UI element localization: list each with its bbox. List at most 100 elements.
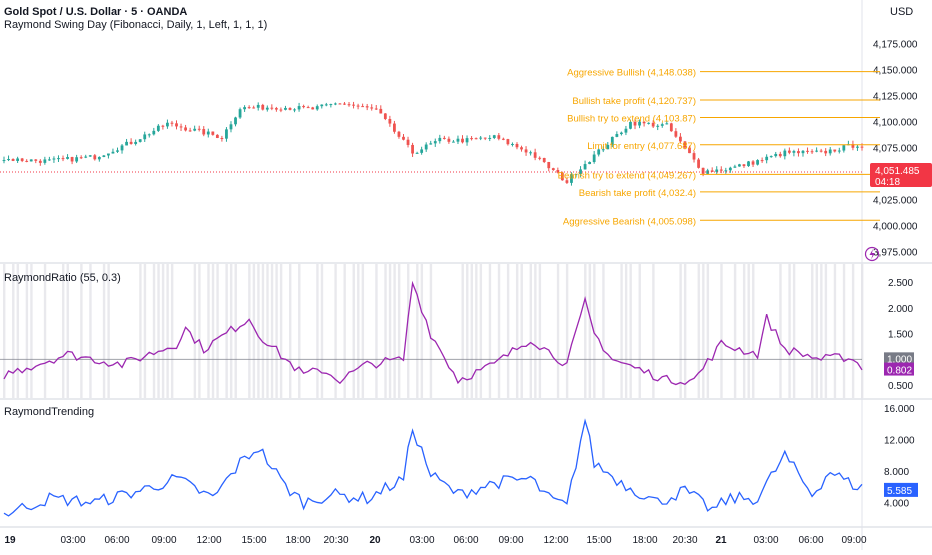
ratio-shade-bar — [157, 264, 160, 398]
ratio-shade-bar — [289, 264, 292, 398]
candle-body — [184, 127, 187, 131]
candle-body — [574, 174, 578, 176]
indicator-legend[interactable]: Raymond Swing Day (Fibonacci, Daily, 1, … — [4, 19, 268, 31]
ratio-shade-bar — [16, 264, 20, 398]
ratio-shade-bar — [602, 264, 605, 398]
ratio-shade-bar — [316, 264, 319, 398]
candle-body — [542, 157, 546, 163]
candle-body — [429, 143, 433, 145]
ratio-current-value: 0.802 — [887, 366, 912, 377]
x-axis-tick: 03:00 — [60, 535, 85, 546]
candle-body — [560, 172, 564, 181]
candle-body — [306, 107, 310, 109]
candle-body — [388, 118, 392, 124]
candle-body — [488, 137, 492, 139]
candle-body — [842, 145, 846, 151]
ratio-shade-bar — [102, 264, 106, 398]
ratio-shade-bar — [80, 264, 83, 398]
ratio-shade-bar — [706, 264, 710, 398]
candle-body — [47, 159, 51, 161]
symbol-title[interactable]: Gold Spot / U.S. Dollar · 5 · OANDA — [4, 6, 188, 18]
candle-body — [356, 105, 360, 107]
candle-body — [747, 161, 750, 167]
ratio-shade-bar — [257, 264, 260, 398]
candle-body — [833, 149, 837, 152]
candle-body — [692, 153, 696, 160]
candle-body — [474, 138, 478, 140]
ratio-shade-bar — [357, 264, 360, 398]
candle-body — [606, 144, 610, 150]
candle-body — [411, 144, 414, 154]
ratio-shade-bar — [556, 264, 560, 398]
level-label: Bullish try to extend (4,103.87) — [567, 114, 696, 125]
x-axis-tick: 18:00 — [632, 535, 657, 546]
candle-body — [93, 155, 97, 160]
trend-y-tick: 8.000 — [884, 467, 909, 478]
candle-body — [352, 104, 355, 106]
candle-body — [247, 107, 251, 109]
ratio-y-tick: 2.000 — [888, 304, 913, 315]
candle-body — [452, 141, 455, 143]
ratio-shade-bar — [679, 264, 682, 398]
candle-body — [274, 108, 278, 110]
currency-label[interactable]: USD — [890, 6, 914, 18]
ratio-shade-bar — [820, 264, 823, 398]
x-axis-tick: 09:00 — [498, 535, 523, 546]
ratio-shade-bar — [466, 264, 469, 398]
ratio-shade-bar — [43, 264, 47, 398]
x-axis-tick: 21 — [715, 535, 727, 546]
ratio-shade-bar — [733, 264, 737, 398]
trend-y-tick: 16.000 — [884, 404, 915, 415]
candle-body — [34, 159, 38, 161]
candle-body — [433, 141, 437, 144]
candle-body — [284, 107, 287, 110]
candle-body — [156, 125, 160, 131]
x-axis-tick: 20 — [369, 535, 381, 546]
candle-body — [270, 107, 274, 109]
x-axis-tick: 18:00 — [285, 535, 310, 546]
x-axis-tick: 15:00 — [241, 535, 266, 546]
candle-body — [16, 158, 20, 161]
ratio-shade-bar — [742, 264, 746, 398]
candle-body — [293, 109, 296, 111]
candle-body — [742, 164, 746, 167]
candle-body — [152, 130, 156, 135]
level-label: Aggressive Bearish (4,005.098) — [563, 216, 696, 227]
candle-body — [483, 137, 487, 139]
candle-body — [57, 158, 60, 160]
candle-body — [134, 141, 138, 144]
candle-body — [161, 125, 165, 127]
ratio-shade-bar — [429, 264, 433, 398]
trend-pane-label[interactable]: RaymondTrending — [4, 406, 95, 418]
ratio-y-tick: 1.500 — [888, 330, 913, 341]
candle-body — [479, 137, 483, 139]
ratio-shade-bar — [752, 264, 755, 398]
x-axis-tick: 03:00 — [753, 535, 778, 546]
ratio-pane-label[interactable]: RaymondRatio (55, 0.3) — [4, 272, 121, 284]
ratio-shade-bar — [842, 264, 846, 398]
ratio-shade-bar — [343, 264, 346, 398]
ratio-shade-bar — [497, 264, 501, 398]
candle-body — [665, 123, 669, 125]
candle-body — [320, 104, 324, 107]
ratio-shade-bar — [420, 264, 424, 398]
candle-body — [756, 160, 759, 165]
candle-body — [624, 128, 628, 133]
ratio-shade-bar — [229, 264, 233, 398]
ratio-background-bars — [3, 264, 864, 398]
candle-body — [461, 138, 464, 143]
candle-body — [647, 122, 651, 124]
x-axis-tick: 19 — [4, 535, 16, 546]
candle-body — [733, 166, 737, 168]
candle-body — [238, 109, 242, 118]
candle-body — [424, 144, 428, 150]
candle-body — [406, 139, 410, 145]
ratio-shade-bar — [397, 264, 401, 398]
ratio-shade-bar — [824, 264, 828, 398]
candle-body — [724, 170, 728, 172]
candle-body — [370, 107, 374, 109]
level-label: Bullish take profit (4,120.737) — [572, 96, 696, 107]
candle-body — [256, 104, 260, 108]
level-label: Bearish try to extend (4,049.267) — [558, 170, 696, 181]
